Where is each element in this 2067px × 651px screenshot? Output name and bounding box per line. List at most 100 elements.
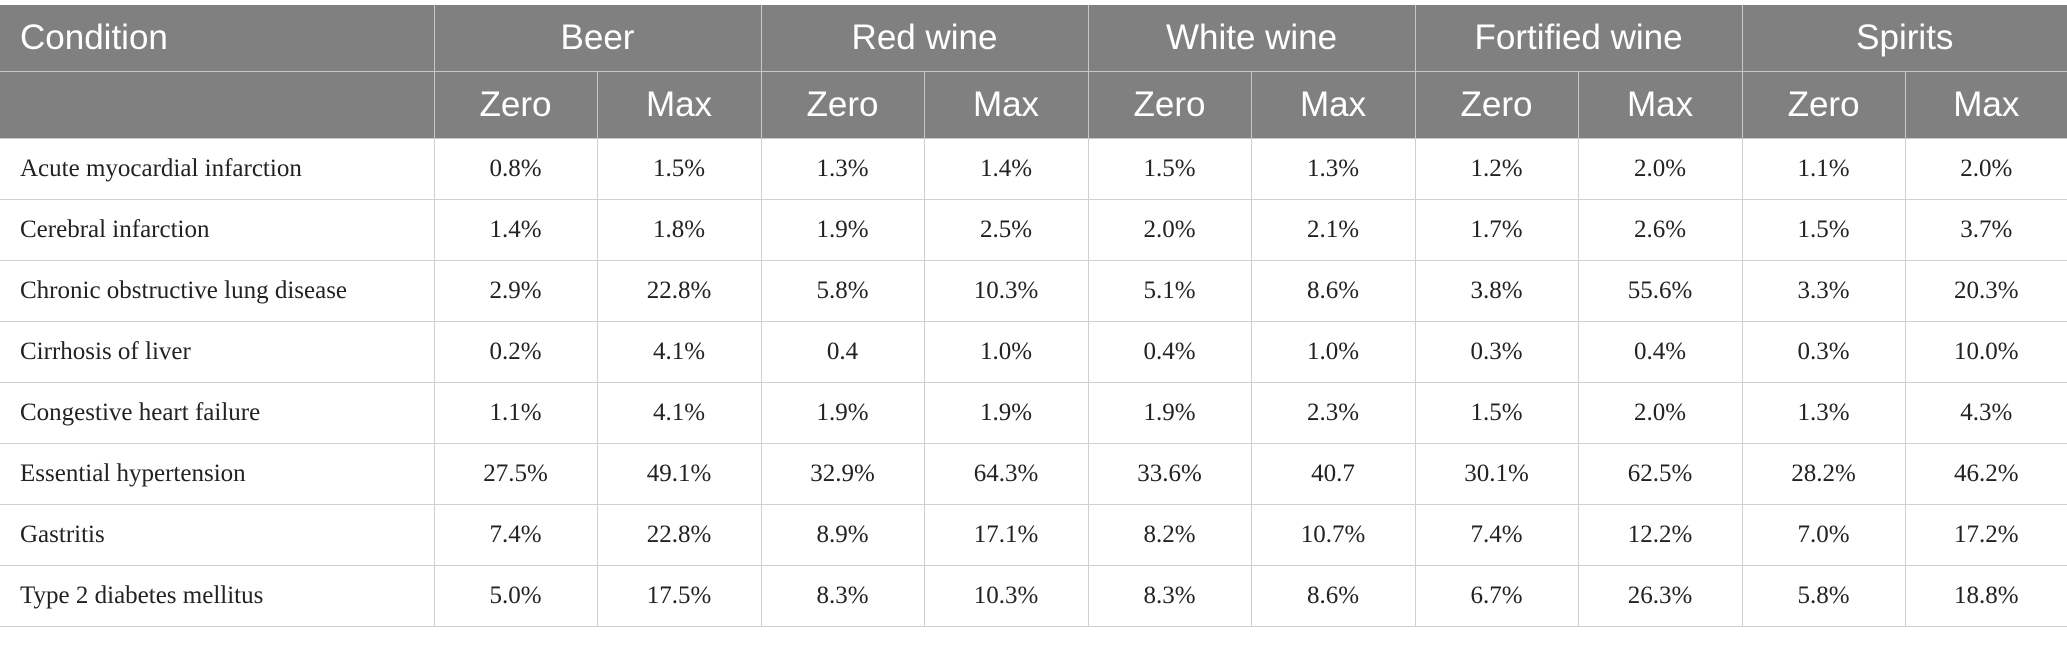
table-cell: 1.1%: [1741, 138, 1906, 200]
group-header-white-wine: White wine: [1087, 5, 1416, 72]
row-condition-label: Essential hypertension: [0, 443, 434, 505]
table-cell: 1.0%: [923, 321, 1089, 383]
table-cell: 17.2%: [1904, 504, 2067, 566]
table-row: Essential hypertension 27.5% 49.1% 32.9% 64.…: [0, 443, 2067, 505]
table-cell: 64.3%: [923, 443, 1089, 505]
table-cell: 12.2%: [1577, 504, 1743, 566]
table-cell: 5.8%: [760, 260, 924, 322]
table-cell: 1.5%: [1414, 382, 1579, 444]
table-cell: 32.9%: [760, 443, 924, 505]
table-cell: 7.4%: [1414, 504, 1579, 566]
table-cell: 8.6%: [1250, 565, 1416, 627]
row-condition-label: Gastritis: [0, 504, 434, 566]
table-cell: 17.1%: [923, 504, 1089, 566]
table-cell: 2.3%: [1250, 382, 1416, 444]
table-cell: 10.0%: [1904, 321, 2067, 383]
table-cell: 0.4: [760, 321, 924, 383]
table-cell: 1.5%: [596, 138, 761, 200]
table-cell: 1.8%: [596, 199, 761, 261]
table-cell: 1.4%: [923, 138, 1089, 200]
table-cell: 1.5%: [1087, 138, 1252, 200]
table-cell: 8.9%: [760, 504, 924, 566]
table-cell: 2.1%: [1250, 199, 1416, 261]
group-header-spirits: Spirits: [1741, 5, 2067, 72]
table-cell: 1.9%: [1087, 382, 1252, 444]
table-cell: 30.1%: [1414, 443, 1579, 505]
table-cell: 4.1%: [596, 321, 761, 383]
row-condition-label: Type 2 diabetes mellitus: [0, 565, 434, 627]
table-cell: 17.5%: [596, 565, 761, 627]
table-cell: 1.9%: [760, 199, 924, 261]
subheader-max: Max: [596, 71, 761, 139]
table-cell: 1.3%: [1250, 138, 1416, 200]
table-cell: 22.8%: [596, 260, 761, 322]
table-cell: 1.4%: [433, 199, 597, 261]
table-cell: 46.2%: [1904, 443, 2067, 505]
subheader-max: Max: [1904, 71, 2067, 139]
table-cell: 8.2%: [1087, 504, 1252, 566]
table-cell: 2.6%: [1577, 199, 1743, 261]
table-cell: 49.1%: [596, 443, 761, 505]
table-cell: 4.3%: [1904, 382, 2067, 444]
table-row: Cerebral infarction 1.4% 1.8% 1.9% 2.5% 2.0% 2…: [0, 199, 2067, 261]
subheader-zero: Zero: [433, 71, 597, 139]
row-condition-label: Chronic obstructive lung disease: [0, 260, 434, 322]
group-header-beer: Beer: [433, 5, 761, 72]
table-cell: 2.0%: [1577, 138, 1743, 200]
table-cell: 1.5%: [1741, 199, 1906, 261]
table-cell: 40.7: [1250, 443, 1416, 505]
table-cell: 0.8%: [433, 138, 597, 200]
table-cell: 0.3%: [1741, 321, 1906, 383]
group-header-fortified-wine: Fortified wine: [1414, 5, 1743, 72]
table-cell: 2.0%: [1577, 382, 1743, 444]
table-cell: 3.8%: [1414, 260, 1579, 322]
table-cell: 10.7%: [1250, 504, 1416, 566]
table-cell: 1.3%: [1741, 382, 1906, 444]
table-row: Acute myocardial infarction 0.8% 1.5% 1.3% 1…: [0, 138, 2067, 200]
table-cell: 1.2%: [1414, 138, 1579, 200]
table-cell: 22.8%: [596, 504, 761, 566]
table-cell: 1.0%: [1250, 321, 1416, 383]
table-cell: 8.3%: [760, 565, 924, 627]
table-cell: 3.3%: [1741, 260, 1906, 322]
table-cell: 5.1%: [1087, 260, 1252, 322]
row-condition-label: Acute myocardial infarction: [0, 138, 434, 200]
table-cell: 4.1%: [596, 382, 761, 444]
table-cell: 1.3%: [760, 138, 924, 200]
subheader-max: Max: [923, 71, 1089, 139]
header-row-groups: Condition Beer Red wine White wine Forti…: [0, 5, 2067, 72]
table-cell: 26.3%: [1577, 565, 1743, 627]
group-header-red-wine: Red wine: [760, 5, 1089, 72]
row-condition-label: Cirrhosis of liver: [0, 321, 434, 383]
table-cell: 2.0%: [1087, 199, 1252, 261]
table-cell: 7.0%: [1741, 504, 1906, 566]
table-cell: 1.9%: [923, 382, 1089, 444]
table-cell: 1.7%: [1414, 199, 1579, 261]
table-cell: 5.0%: [433, 565, 597, 627]
table-body: Acute myocardial infarction 0.8% 1.5% 1.3% 1…: [0, 138, 2067, 627]
subheader-max: Max: [1250, 71, 1416, 139]
table-cell: 6.7%: [1414, 565, 1579, 627]
condition-header: Condition: [0, 5, 434, 72]
condition-subheader-empty: [0, 71, 434, 139]
table-cell: 8.3%: [1087, 565, 1252, 627]
row-condition-label: Cerebral infarction: [0, 199, 434, 261]
table-row: Congestive heart failure 1.1% 4.1% 1.9% 1.9%…: [0, 382, 2067, 444]
table-cell: 55.6%: [1577, 260, 1743, 322]
table-row: Cirrhosis of liver 0.2% 4.1% 0.4 1.0% 0.4% 1.0…: [0, 321, 2067, 383]
table-cell: 20.3%: [1904, 260, 2067, 322]
subheader-zero: Zero: [1087, 71, 1252, 139]
table-cell: 18.8%: [1904, 565, 2067, 627]
table-row: Chronic obstructive lung disease 2.9% 22.8…: [0, 260, 2067, 322]
subheader-zero: Zero: [1414, 71, 1579, 139]
header-row-sub: Zero Max Zero Max Zero Max Zero Max Zero…: [0, 71, 2067, 139]
subheader-max: Max: [1577, 71, 1743, 139]
table-cell: 62.5%: [1577, 443, 1743, 505]
table-cell: 5.8%: [1741, 565, 1906, 627]
table-cell: 0.4%: [1577, 321, 1743, 383]
table-cell: 0.2%: [433, 321, 597, 383]
table-cell: 7.4%: [433, 504, 597, 566]
table-row: Type 2 diabetes mellitus 5.0% 17.5% 8.3% 10.…: [0, 565, 2067, 627]
table-cell: 1.9%: [760, 382, 924, 444]
table-cell: 3.7%: [1904, 199, 2067, 261]
